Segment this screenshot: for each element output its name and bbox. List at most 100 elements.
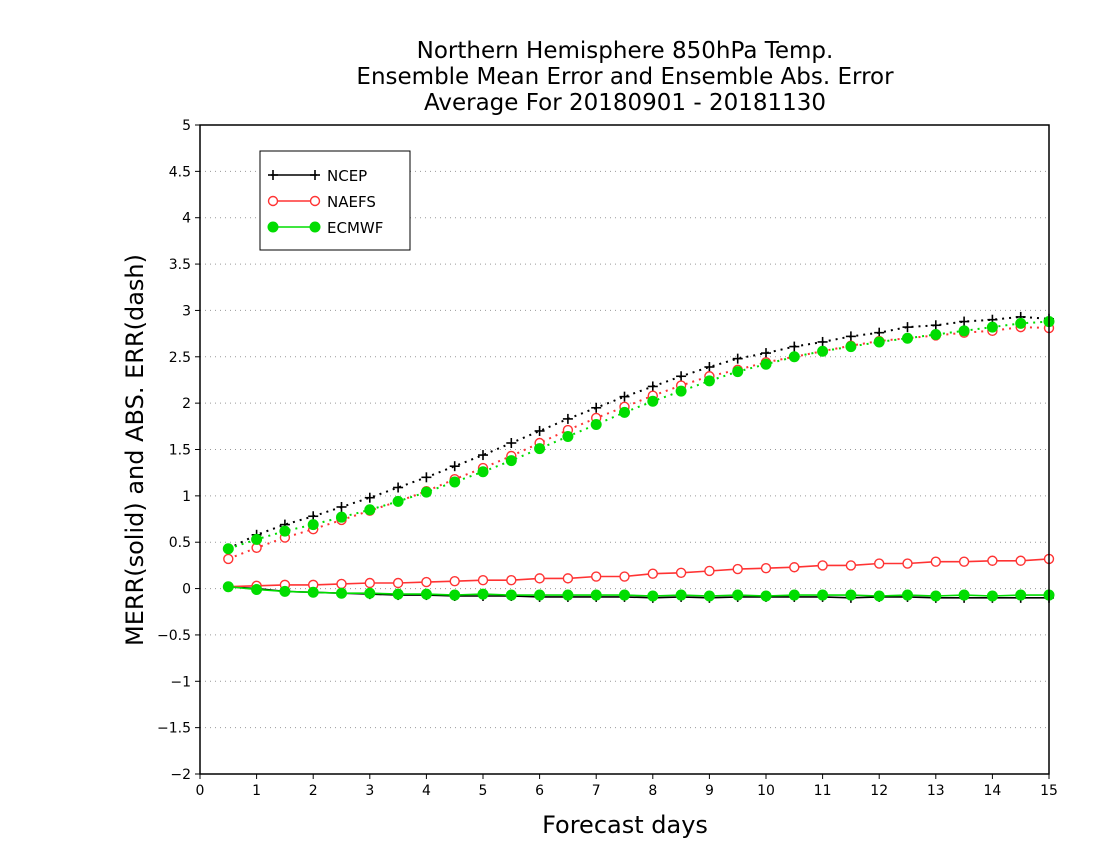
- point-ncep-abs-error: [761, 348, 771, 359]
- point-ecmwf-mean-error: [222, 581, 234, 593]
- point-ecmwf-mean-error: [986, 590, 998, 602]
- point-naefs-mean-error: [619, 571, 630, 582]
- point-ecmwf-mean-error: [619, 589, 630, 601]
- point-ecmwf-mean-error: [336, 587, 347, 599]
- point-ecmwf-mean-error: [505, 589, 517, 601]
- point-naefs-abs-error: [223, 553, 234, 565]
- point-ncep-abs-error: [478, 450, 488, 461]
- point-naefs-mean-error: [647, 568, 658, 579]
- series-layer: [222, 311, 1055, 603]
- legend-marker-naefs: [309, 195, 321, 207]
- point-ecmwf-mean-error: [392, 588, 404, 600]
- point-ecmwf-abs-error: [873, 336, 885, 348]
- x-tick-label: 3: [365, 783, 374, 799]
- point-ecmwf-mean-error: [279, 585, 291, 597]
- title-line-3: Average For 20180901 - 20181130: [424, 90, 826, 116]
- point-ncep-abs-error: [393, 482, 404, 493]
- point-naefs-mean-error: [534, 573, 545, 584]
- point-naefs-mean-error: [675, 567, 687, 579]
- point-naefs-mean-error: [364, 577, 375, 589]
- point-ecmwf-mean-error: [420, 588, 432, 600]
- point-naefs-mean-error: [562, 573, 574, 584]
- point-naefs-mean-error: [958, 556, 970, 567]
- point-ecmwf-abs-error: [392, 495, 404, 507]
- x-axis-title: Forecast days: [542, 811, 708, 839]
- point-ecmwf-mean-error: [845, 589, 857, 601]
- y-tick-label: −1: [170, 674, 191, 690]
- point-ncep-abs-error: [930, 320, 941, 331]
- title-line-2: Ensemble Mean Error and Ensemble Abs. Er…: [356, 64, 894, 90]
- y-tick-label: 1.5: [169, 443, 191, 459]
- point-naefs-mean-error: [874, 558, 885, 569]
- legend-marker-naefs: [267, 195, 279, 207]
- chart-title: Northern Hemisphere 850hPa Temp. Ensembl…: [356, 38, 894, 116]
- point-ncep-abs-error: [619, 391, 630, 402]
- x-tick-label: 9: [705, 783, 714, 799]
- x-tick-label: 0: [196, 783, 205, 799]
- point-ecmwf-mean-error: [534, 589, 546, 601]
- point-naefs-mean-error: [760, 562, 772, 574]
- point-ecmwf-mean-error: [760, 590, 772, 602]
- point-ecmwf-abs-error: [760, 358, 772, 370]
- point-ecmwf-mean-error: [647, 590, 659, 602]
- point-ecmwf-abs-error: [251, 533, 263, 545]
- y-axis-title: MERR(solid) and ABS. ERR(dash): [121, 254, 149, 646]
- line-ecmwf-abs-error: [227, 320, 1050, 550]
- point-naefs-mean-error: [704, 565, 715, 577]
- point-naefs-mean-error: [930, 556, 941, 567]
- x-tick-label: 4: [422, 783, 431, 799]
- legend-marker-ecmwf: [309, 221, 321, 233]
- legend-item-naefs: NAEFS: [267, 193, 376, 211]
- point-naefs-mean-error: [477, 575, 489, 586]
- point-naefs-mean-error: [902, 558, 913, 569]
- gridlines: [200, 170, 1049, 729]
- point-naefs-mean-error: [506, 575, 517, 586]
- point-ncep-abs-error: [676, 371, 687, 382]
- y-tick-label: 0.5: [169, 535, 191, 551]
- x-tick-label: 6: [535, 783, 544, 799]
- y-tick-label: 4.5: [169, 164, 191, 180]
- point-ecmwf-abs-error: [279, 525, 291, 537]
- x-tick-label: 11: [814, 783, 832, 799]
- series-ncep: [223, 311, 1054, 603]
- point-ecmwf-mean-error: [675, 589, 687, 601]
- point-ecmwf-abs-error: [505, 455, 517, 467]
- y-tick-label: 3: [182, 303, 191, 319]
- x-tick-label: 13: [927, 783, 945, 799]
- point-ecmwf-mean-error: [449, 589, 461, 601]
- point-naefs-mean-error: [1015, 555, 1026, 566]
- x-tick-label: 5: [479, 783, 488, 799]
- y-tick-label: 2.5: [169, 350, 191, 366]
- x-tick-label: 12: [870, 783, 888, 799]
- point-ncep-abs-error: [959, 316, 970, 327]
- point-ncep-abs-error: [647, 381, 658, 392]
- point-ecmwf-mean-error: [817, 589, 829, 601]
- legend-label-naefs: NAEFS: [327, 193, 376, 211]
- point-ecmwf-mean-error: [364, 587, 376, 599]
- point-ecmwf-abs-error: [817, 345, 829, 357]
- point-ecmwf-abs-error: [930, 329, 942, 341]
- point-ecmwf-mean-error: [477, 588, 489, 600]
- x-tick-label: 8: [648, 783, 657, 799]
- legend-item-ncep: NCEP: [268, 167, 367, 185]
- point-ecmwf-abs-error: [336, 511, 347, 523]
- point-ecmwf-mean-error: [788, 589, 800, 601]
- y-tick-label: 1: [182, 489, 191, 505]
- y-tick-label: −1.5: [157, 721, 191, 737]
- point-ecmwf-abs-error: [675, 385, 687, 397]
- point-ecmwf-mean-error: [590, 589, 602, 601]
- point-ncep-abs-error: [845, 331, 856, 342]
- point-ecmwf-mean-error: [562, 589, 574, 601]
- x-axis: 0 1 2 3 4 5 6 7 8 9 10 11 12 13 14 15: [196, 774, 1058, 799]
- point-ncep-abs-error: [591, 402, 602, 413]
- x-tick-label: 14: [983, 783, 1001, 799]
- line-naefs-abs-error: [227, 326, 1050, 560]
- point-naefs-mean-error: [987, 555, 998, 566]
- point-ecmwf-mean-error: [251, 583, 263, 595]
- legend-label-ncep: NCEP: [327, 167, 367, 185]
- y-tick-label: 4: [182, 211, 191, 227]
- y-tick-label: 5: [182, 118, 191, 134]
- point-ncep-abs-error: [364, 492, 375, 503]
- y-tick-label: −0.5: [157, 628, 191, 644]
- point-ecmwf-abs-error: [703, 375, 715, 387]
